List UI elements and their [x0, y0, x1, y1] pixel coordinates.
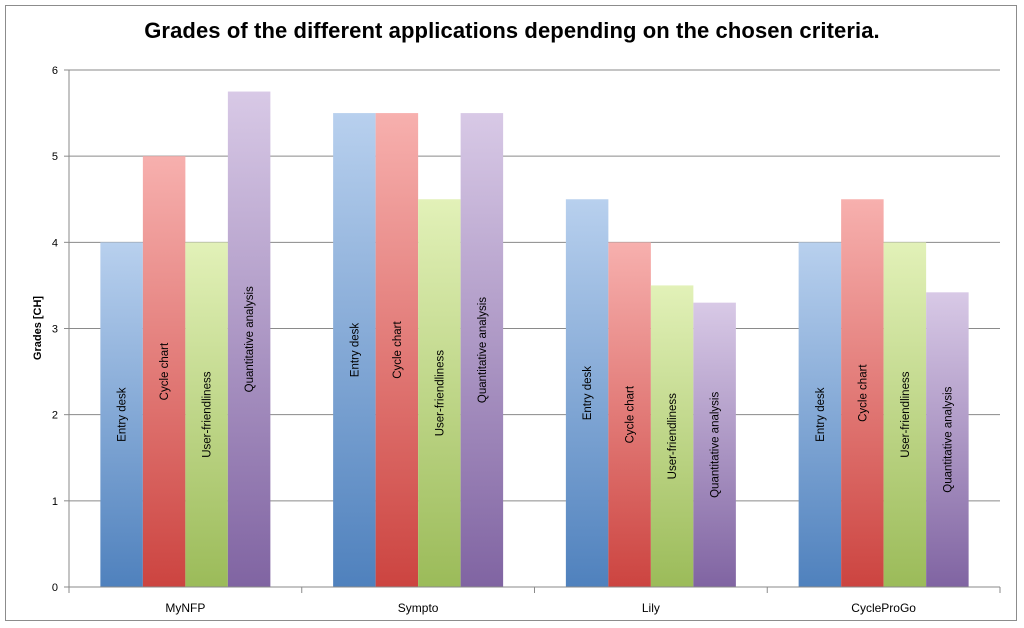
bar-label: User-friendliness	[202, 371, 214, 458]
bar-cycleprogo-cycle-chart	[841, 199, 884, 587]
bar-label: Cycle chart	[392, 320, 404, 378]
bar-label: User-friendliness	[434, 350, 446, 437]
bar-cycleprogo-entry-desk	[798, 242, 842, 588]
bar-label: Quantitative analysis	[710, 392, 722, 498]
y-tick-label: 5	[52, 151, 58, 163]
bar-sympto-entry-desk	[333, 113, 376, 587]
bar-label: Cycle chart	[857, 364, 869, 422]
x-category-label: Sympto	[398, 601, 439, 615]
bar-label: Cycle chart	[159, 342, 171, 400]
bar-label: Entry desk	[349, 323, 361, 378]
bar-label: User-friendliness	[667, 393, 679, 480]
bar-cycleprogo-user-friendliness	[883, 242, 927, 588]
bar-label: Quantitative analysis	[244, 286, 256, 392]
y-tick-label: 1	[52, 496, 58, 508]
bar-label: Entry desk	[117, 387, 129, 442]
bar-label: Entry desk	[582, 366, 594, 421]
axes: 0 1 2 3 4 5 6 MyNFP Sympto Lily CycleProGo	[52, 65, 1001, 615]
bar-sympto-user-friendliness	[418, 199, 461, 587]
bar-mynfp-cycle-chart	[142, 156, 186, 587]
bar-mynfp-quantitative-analysis	[227, 91, 271, 588]
y-tick-label: 3	[52, 324, 58, 336]
y-tick-label: 2	[52, 410, 58, 422]
chart-title: Grades of the different applications dep…	[144, 18, 880, 43]
bar-lily-user-friendliness	[650, 285, 694, 587]
bar-cycleprogo-quantitative-analysis	[926, 292, 969, 587]
bar-label: User-friendliness	[900, 371, 912, 458]
bar-sympto-quantitative-analysis	[460, 113, 504, 587]
x-category-label: Lily	[642, 601, 660, 615]
bar-lily-cycle-chart	[608, 242, 651, 588]
bar-mynfp-entry-desk	[100, 242, 143, 588]
y-axis-label: Grades [CH]	[32, 296, 44, 361]
y-tick-label: 4	[52, 237, 58, 249]
bar-label: Quantitative analysis	[477, 297, 489, 403]
bar-label: Entry desk	[815, 387, 827, 442]
y-tick-label: 0	[52, 582, 58, 594]
bar-lily-entry-desk	[565, 199, 609, 587]
x-category-label: MyNFP	[165, 601, 205, 615]
bar-label: Quantitative analysis	[942, 386, 954, 492]
x-category-label: CycleProGo	[851, 601, 916, 615]
bar-mynfp-user-friendliness	[185, 242, 228, 588]
bar-label: Cycle chart	[625, 385, 637, 443]
bars: Entry desk Cycle chart User-friendliness Qu…	[100, 91, 969, 588]
bar-sympto-cycle-chart	[375, 113, 419, 587]
bar-lily-quantitative-analysis	[693, 302, 736, 587]
y-tick-label: 6	[52, 65, 58, 77]
